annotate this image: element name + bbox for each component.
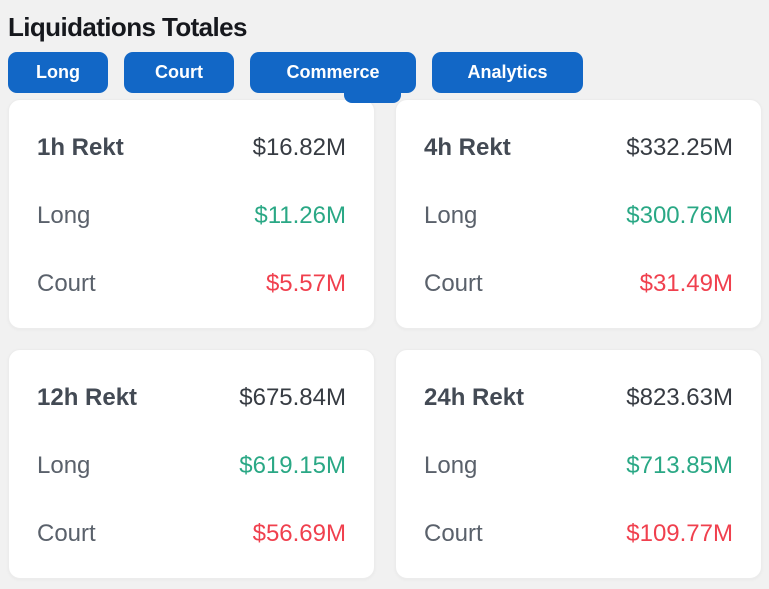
- long-label: Long: [37, 202, 91, 229]
- tab-commerce[interactable]: Commerce: [250, 52, 416, 103]
- long-row: Long $11.26M: [37, 202, 346, 230]
- short-label: Court: [424, 520, 483, 547]
- card-header-row: 12h Rekt $675.84M: [37, 384, 346, 412]
- page-title: Liquidations Totales: [8, 12, 247, 42]
- long-value: $300.76M: [626, 202, 733, 229]
- card-header-row: 1h Rekt $16.82M: [37, 134, 346, 162]
- short-row: Court $109.77M: [424, 520, 733, 548]
- short-label: Court: [424, 270, 483, 297]
- card-12h: 12h Rekt $675.84M Long $619.15M Court $5…: [8, 349, 375, 579]
- short-value: $109.77M: [626, 520, 733, 547]
- total-value: $675.84M: [239, 384, 346, 411]
- card-24h: 24h Rekt $823.63M Long $713.85M Court $1…: [395, 349, 762, 579]
- total-value: $16.82M: [252, 134, 346, 161]
- card-header-row: 24h Rekt $823.63M: [424, 384, 733, 412]
- long-row: Long $300.76M: [424, 202, 733, 230]
- cards-grid: 1h Rekt $16.82M Long $11.26M Court $5.57…: [8, 99, 762, 579]
- short-row: Court $5.57M: [37, 270, 346, 298]
- long-value: $713.85M: [626, 452, 733, 479]
- short-row: Court $56.69M: [37, 520, 346, 548]
- total-value: $823.63M: [626, 384, 733, 411]
- tab-analytics[interactable]: Analytics: [432, 52, 583, 93]
- long-label: Long: [424, 452, 478, 479]
- short-value: $56.69M: [252, 520, 346, 547]
- short-value: $5.57M: [265, 270, 346, 297]
- card-header-row: 4h Rekt $332.25M: [424, 134, 733, 162]
- period-label: 1h Rekt: [37, 134, 124, 161]
- tab-long[interactable]: Long: [8, 52, 108, 93]
- period-label: 24h Rekt: [424, 384, 525, 411]
- long-row: Long $713.85M: [424, 452, 733, 480]
- period-label: 4h Rekt: [424, 134, 511, 161]
- card-4h: 4h Rekt $332.25M Long $300.76M Court $31…: [395, 99, 762, 329]
- card-1h: 1h Rekt $16.82M Long $11.26M Court $5.57…: [8, 99, 375, 329]
- tab-bar: Long Court Commerce Analytics: [8, 52, 762, 103]
- long-value: $619.15M: [239, 452, 346, 479]
- total-value: $332.25M: [626, 134, 733, 161]
- period-label: 12h Rekt: [37, 384, 138, 411]
- short-label: Court: [37, 520, 96, 547]
- short-value: $31.49M: [639, 270, 733, 297]
- long-row: Long $619.15M: [37, 452, 346, 480]
- long-label: Long: [37, 452, 91, 479]
- long-label: Long: [424, 202, 478, 229]
- short-label: Court: [37, 270, 96, 297]
- tab-court[interactable]: Court: [124, 52, 234, 93]
- long-value: $11.26M: [254, 202, 346, 229]
- short-row: Court $31.49M: [424, 270, 733, 298]
